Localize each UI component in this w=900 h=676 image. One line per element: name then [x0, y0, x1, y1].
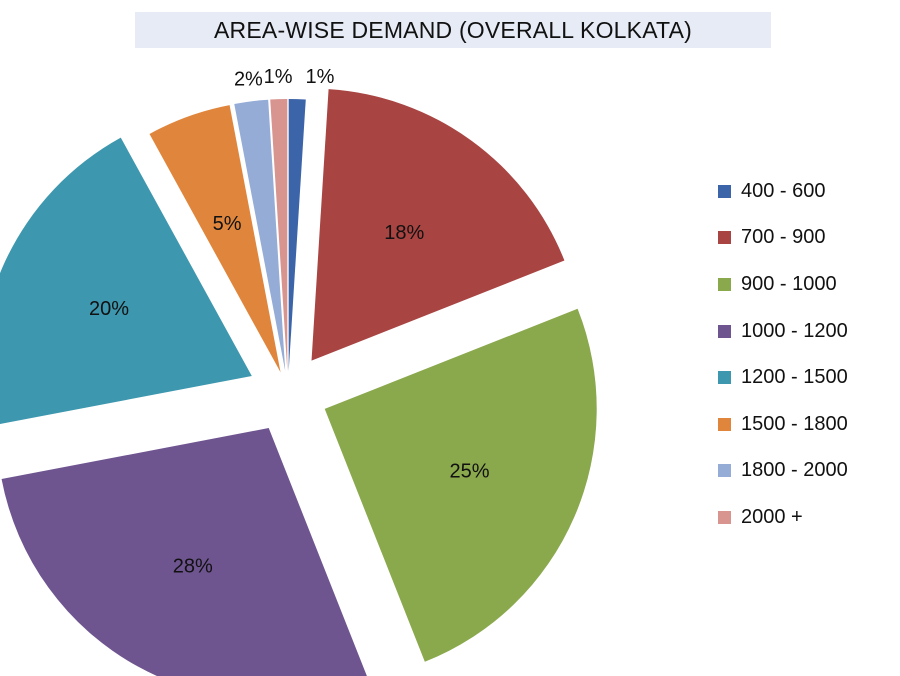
chart-legend: 400 - 600 700 - 900 900 - 1000 1000 - 1200 1… [718, 168, 848, 541]
slice-data-label-2: 25% [449, 461, 489, 483]
legend-item-4: 1200 - 1500 [718, 354, 848, 401]
legend-label-7: 2000 + [741, 505, 803, 528]
pie-slice-0 [288, 99, 306, 372]
legend-swatch-4 [718, 371, 731, 385]
legend-swatch-3 [718, 324, 731, 338]
legend-item-2: 900 - 1000 [718, 261, 848, 308]
slice-data-label-7: 1% [264, 66, 293, 88]
slice-data-label-6: 2% [234, 68, 263, 90]
legend-swatch-5 [718, 417, 731, 431]
legend-item-0: 400 - 600 [718, 168, 848, 215]
legend-swatch-6 [718, 464, 731, 478]
pie-slice-7 [270, 99, 288, 372]
pie-slice-2 [324, 308, 597, 662]
legend-label-0: 400 - 600 [741, 179, 826, 202]
pie-slice-4 [0, 137, 252, 425]
slice-data-label-4: 20% [89, 298, 129, 320]
chart-title: AREA-WISE DEMAND (OVERALL KOLKATA) [214, 16, 692, 43]
slice-data-label-5: 5% [213, 213, 242, 235]
chart-title-bar: AREA-WISE DEMAND (OVERALL KOLKATA) [135, 12, 771, 48]
legend-item-6: 1800 - 2000 [718, 448, 848, 495]
legend-item-3: 1000 - 1200 [718, 308, 848, 355]
legend-label-2: 900 - 1000 [741, 272, 837, 295]
legend-item-5: 1500 - 1800 [718, 401, 848, 448]
pie-slice-6 [234, 99, 286, 372]
legend-label-4: 1200 - 1500 [741, 366, 848, 389]
legend-swatch-2 [718, 277, 731, 291]
legend-label-1: 700 - 900 [741, 226, 826, 249]
legend-label-3: 1000 - 1200 [741, 319, 848, 342]
legend-swatch-0 [718, 184, 731, 198]
legend-label-5: 1500 - 1800 [741, 412, 848, 435]
legend-label-6: 1800 - 2000 [741, 459, 848, 482]
legend-item-7: 2000 + [718, 494, 848, 541]
legend-item-1: 700 - 900 [718, 215, 848, 262]
legend-swatch-7 [718, 510, 731, 524]
pie-slice-1 [311, 89, 565, 361]
slice-data-label-1: 18% [384, 222, 424, 244]
pie-slice-5 [149, 105, 281, 373]
pie-slice-3 [1, 428, 367, 676]
slice-data-label-3: 28% [173, 555, 213, 577]
legend-swatch-1 [718, 231, 731, 245]
slice-data-label-0: 1% [305, 66, 334, 88]
